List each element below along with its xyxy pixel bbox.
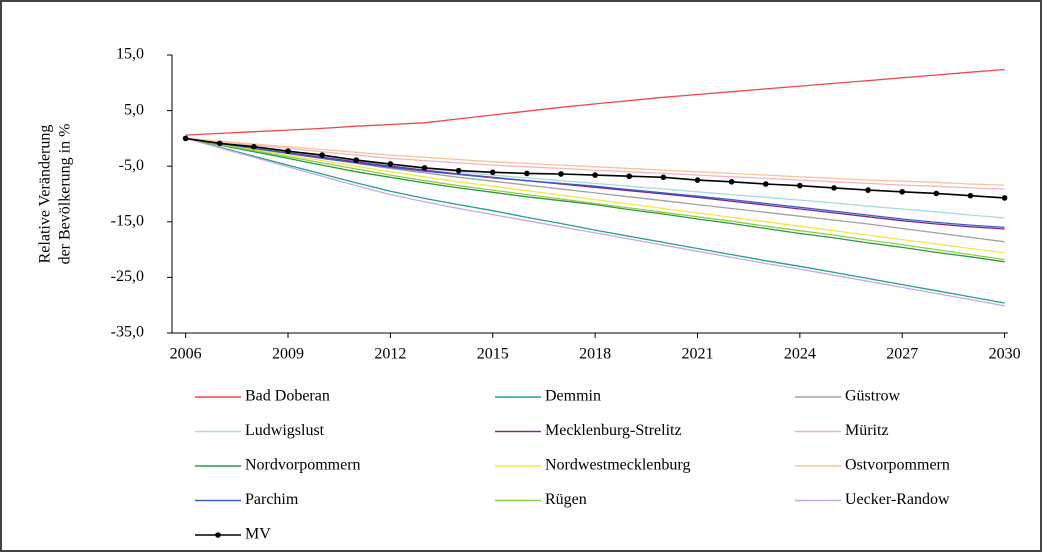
series-marker: [421, 165, 428, 171]
series-line: [185, 137, 1005, 229]
y-axis-label: der Bevölkerung in %: [57, 124, 74, 265]
series-marker: [524, 170, 530, 177]
series-marker: [319, 152, 325, 158]
series-marker: [455, 167, 462, 174]
series-marker: [216, 140, 223, 147]
series-marker: [626, 173, 633, 180]
legend-label: Parchim: [245, 491, 299, 508]
legend-marker: [215, 532, 221, 538]
series-line: [185, 137, 1005, 190]
y-tick-label: -35,0: [111, 324, 144, 341]
legend-label: Demmin: [545, 388, 601, 405]
series-line: [185, 137, 1005, 307]
series-marker: [865, 187, 871, 193]
series-marker: [558, 171, 564, 177]
legend-label: Rügen: [545, 491, 587, 508]
y-axis-label: Relative Veränderung: [37, 125, 54, 264]
y-tick-label: 15,0: [116, 46, 144, 63]
legend-label: Bad Doberan: [245, 388, 330, 405]
series-line: [185, 137, 1005, 263]
legend-label: Güstrow: [845, 388, 901, 405]
legend-label: Nordwestmecklenburg: [545, 457, 690, 474]
x-tick-label: 2015: [477, 346, 509, 363]
series-marker: [899, 188, 906, 195]
series-marker: [831, 185, 837, 191]
series-marker: [797, 182, 803, 189]
legend-label: Müritz: [845, 422, 889, 439]
series-line: [185, 137, 1005, 186]
series-marker: [660, 174, 667, 181]
series-line: [185, 137, 1005, 304]
x-tick-label: 2018: [579, 346, 611, 363]
x-tick-label: 2012: [374, 346, 406, 363]
x-tick-label: 2009: [272, 346, 304, 363]
series-marker: [592, 172, 598, 178]
series-line: [185, 68, 1005, 136]
series-marker: [489, 169, 496, 176]
y-tick-label: -15,0: [111, 212, 144, 229]
x-tick-label: 2024: [784, 346, 816, 363]
x-tick-label: 2021: [681, 346, 713, 363]
legend-label: Ludwigslust: [245, 422, 325, 439]
legend-label: Ostvorpommern: [845, 457, 950, 474]
x-tick-label: 2030: [989, 346, 1021, 363]
series-marker: [762, 181, 769, 187]
legend-label: Uecker-Randow: [845, 491, 950, 508]
x-tick-label: 2027: [886, 346, 918, 363]
series-marker: [285, 148, 291, 154]
series-marker: [387, 161, 394, 167]
series-marker: [251, 143, 257, 150]
series-marker: [933, 190, 940, 197]
series-marker: [353, 157, 360, 163]
series-marker: [1001, 195, 1008, 201]
series-line: [185, 137, 1005, 261]
series-marker: [967, 192, 974, 199]
legend-label: Nordvorpommern: [245, 457, 361, 474]
legend-label: Mecklenburg-Strelitz: [545, 422, 682, 439]
y-tick-label: 5,0: [124, 101, 144, 118]
y-tick-label: -25,0: [111, 268, 144, 285]
legend-label: MV: [245, 526, 271, 543]
series-marker: [728, 178, 735, 185]
series-marker: [182, 135, 189, 142]
y-tick-label: -5,0: [119, 157, 144, 174]
x-tick-label: 2006: [170, 346, 202, 363]
series-line: [185, 137, 1005, 254]
series-marker: [694, 177, 701, 183]
